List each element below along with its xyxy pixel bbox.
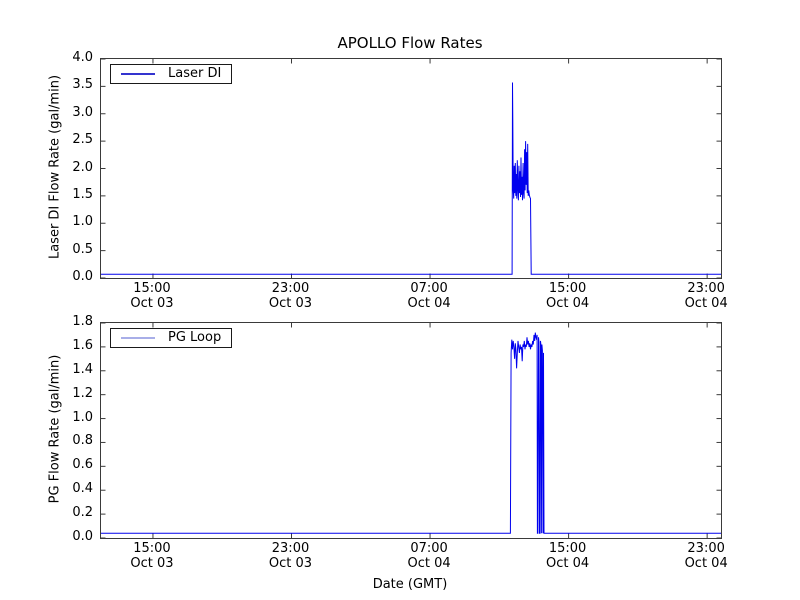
x-tick-date: Oct 03 — [130, 556, 174, 571]
y-tick-label: 0.4 — [72, 481, 93, 497]
x-tick-label: 23:00 Oct 04 — [661, 541, 751, 571]
x-tick-date: Oct 03 — [130, 296, 174, 311]
y-tick-label: 0.0 — [72, 529, 93, 544]
legend-label-laser-di: Laser DI — [168, 66, 222, 81]
y-tick-label: 1.0 — [72, 214, 93, 230]
y-tick-label: 1.0 — [72, 409, 93, 425]
legend-laser-di: Laser DI — [110, 64, 233, 84]
pg-loop-line-swatch — [121, 337, 155, 339]
x-tick-date: Oct 03 — [268, 296, 313, 311]
plot-canvas — [101, 59, 721, 278]
legend-label-pg-loop: PG Loop — [168, 330, 222, 345]
x-tick-label: 23:00 Oct 03 — [246, 281, 336, 311]
legend-pg-loop: PG Loop — [110, 328, 233, 348]
y-tick-label: 0.8 — [72, 433, 93, 449]
x-tick-time: 23:00 — [271, 541, 310, 556]
laser-di-line — [101, 82, 721, 275]
x-tick-time: 15:00 — [548, 281, 587, 296]
y-tick-label: 1.2 — [72, 385, 93, 401]
x-tick-time: 15:00 — [548, 541, 587, 556]
laser-di-plot-area: Laser DI — [100, 58, 722, 279]
y-tick-label: 4.0 — [72, 50, 93, 65]
x-tick-date: Oct 04 — [684, 296, 728, 311]
x-tick-time: 07:00 — [410, 541, 448, 556]
x-tick-label: 15:00 Oct 04 — [523, 541, 613, 571]
x-tick-date: Oct 04 — [684, 556, 728, 571]
chart-title: APOLLO Flow Rates — [337, 34, 483, 52]
y-axis-label-pg-loop: PG Flow Rate (gal/min) — [47, 354, 63, 504]
x-tick-time: 15:00 — [133, 281, 171, 296]
laser-di-line-swatch — [121, 73, 155, 75]
y-tick-label: 2.5 — [72, 132, 93, 148]
x-tick-date: Oct 03 — [268, 556, 313, 571]
y-tick-label: 2.0 — [72, 159, 93, 175]
y-tick-label: 0.0 — [72, 269, 93, 284]
x-tick-label: 07:00 Oct 04 — [384, 281, 474, 311]
x-tick-label: 15:00 Oct 03 — [107, 541, 197, 571]
y-tick-label: 1.5 — [72, 186, 93, 202]
plot-canvas — [101, 323, 721, 538]
y-tick-label: 0.5 — [72, 241, 93, 257]
x-tick-date: Oct 04 — [407, 556, 451, 571]
y-tick-label: 1.4 — [72, 361, 93, 377]
pg-loop-line — [101, 332, 721, 534]
x-tick-time: 23:00 — [687, 281, 725, 296]
x-tick-label: 23:00 Oct 03 — [246, 541, 336, 571]
x-tick-label: 15:00 Oct 03 — [107, 281, 197, 311]
x-tick-time: 23:00 — [687, 541, 725, 556]
x-tick-date: Oct 04 — [407, 296, 451, 311]
x-tick-time: 15:00 — [133, 541, 171, 556]
pg-loop-plot-area: PG Loop — [100, 322, 722, 539]
x-tick-time: 07:00 — [410, 281, 448, 296]
x-tick-date: Oct 04 — [546, 296, 590, 311]
x-tick-date: Oct 04 — [546, 556, 590, 571]
x-tick-label: 23:00 Oct 04 — [661, 281, 751, 311]
y-tick-label: 0.2 — [72, 505, 93, 521]
y-tick-label: 1.8 — [72, 314, 93, 329]
y-tick-label: 0.6 — [72, 457, 93, 473]
y-tick-label: 1.6 — [72, 337, 93, 353]
x-tick-label: 07:00 Oct 04 — [384, 541, 474, 571]
x-axis-label: Date (GMT) — [372, 577, 448, 592]
y-tick-label: 3.0 — [72, 104, 93, 120]
y-tick-label: 3.5 — [72, 77, 93, 93]
x-tick-label: 15:00 Oct 04 — [523, 281, 613, 311]
x-tick-time: 23:00 — [271, 281, 310, 296]
